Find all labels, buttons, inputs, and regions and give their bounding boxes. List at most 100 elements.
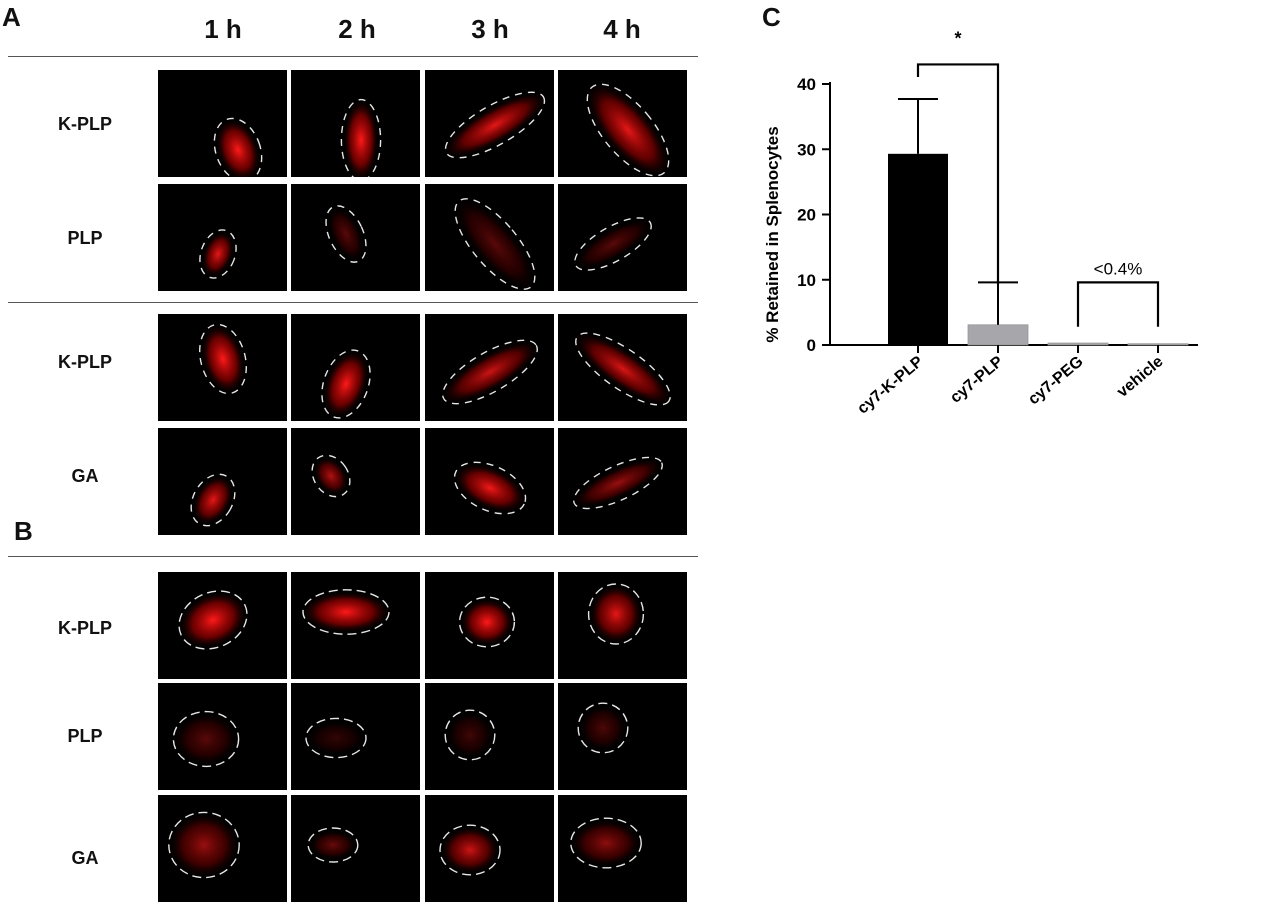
fluorescence-image [301,589,391,635]
region-outline-dashed [168,811,240,879]
fluorescence-image [321,349,371,419]
fluorescence-image [453,461,527,515]
fluorescence-image [213,117,263,177]
fluorescence-image [190,473,236,527]
y-tick-label: 40 [797,75,816,94]
region-outline-dashed [458,596,516,648]
region-outline-dashed [340,98,382,177]
time-label-3h: 3 h [471,14,509,44]
fluorescence-image [178,590,248,650]
fluorescence-image-tile [291,572,420,679]
region-outline-dashed [586,83,670,177]
retention-bar-chart: 0 10 20 30 40 % Retained in Splenocytes cy7-K-… [760,0,1260,560]
fluorescence-image [573,217,653,271]
fluorescence-image-tile [158,683,287,790]
fluorescence-image [172,710,240,768]
fluorescence-image-tile [558,683,687,790]
fluorescence-image-tile [158,184,287,291]
row-label-a1-kplp: K-PLP [58,114,112,134]
y-tick-label: 0 [807,336,816,355]
fluorescence-image-tile [291,428,420,535]
row-label-b-plp: PLP [67,726,103,746]
region-outline-dashed [575,332,671,406]
row-label-a2-kplp: K-PLP [58,352,112,372]
fluorescence-image [439,824,501,876]
bar-vehicle [1127,343,1189,346]
bar-cy7-plp [967,324,1029,346]
fluorescence-image-tile [558,572,687,679]
fluorescence-image [444,709,496,761]
fluorescence-image [439,339,541,405]
fluorescence-image-tile [425,572,554,679]
fluorescence-image-tile [425,795,554,902]
percent-bracket-label: <0.4% [1094,259,1143,278]
fluorescence-image-tile [291,314,420,421]
fluorescence-image [442,91,548,159]
x-tick-label: cy7-K-PLP [854,353,926,418]
fluorescence-image-tile [158,428,287,535]
fluorescence-image [199,229,237,279]
fluorescence-image-tile [158,795,287,902]
divider-bottom [8,556,698,557]
fluorescence-image-tile [425,184,554,291]
fluorescence-image [340,98,382,177]
region-outline-dashed [199,323,247,395]
significance-bracket [916,63,1000,285]
x-tick-label: cy7-PEG [1025,353,1086,408]
fluorescence-image-tile [558,184,687,291]
region-outline-dashed [311,454,351,498]
fluorescence-image [307,827,359,863]
row-label-a1-plp: PLP [67,228,103,248]
region-outline-dashed [321,349,371,419]
row-label-b-ga: GA [71,848,99,868]
time-label-2h: 2 h [338,14,376,44]
fluorescence-image-tile [558,314,687,421]
fluorescence-image [453,196,537,291]
fluorescence-image-tile [291,683,420,790]
fluorescence-image [570,817,642,869]
fluorescence-image-tile [158,70,287,177]
fluorescence-image [458,596,516,648]
region-outline-dashed [307,827,359,863]
fluorescence-image [311,454,351,498]
fluorescence-image-tile [558,428,687,535]
fluorescence-image-tile [291,795,420,902]
region-outline-dashed [305,717,367,759]
fluorescence-image-tile [291,70,420,177]
region-outline-dashed [302,589,390,635]
chart-svg: 0 10 20 30 40 % Retained in Splenocytes cy7-K-… [763,28,1198,418]
region-outline-dashed [439,824,501,876]
significance-star: * [954,28,961,48]
y-axis-label: % Retained in Splenocytes [763,126,782,342]
fluorescence-image [585,81,671,177]
divider-top [8,56,698,57]
region-outline-dashed [577,702,629,754]
time-label-4h: 4 h [603,14,641,44]
region-outline-dashed [178,590,248,650]
region-outline-dashed [444,91,546,159]
fluorescence-image-tile [425,683,554,790]
bar-cy7-k-plp [888,153,948,345]
region-outline-dashed [213,117,263,177]
x-tick-label: vehicle [1114,353,1167,401]
panel-letter-c: C [762,2,781,32]
region-outline-dashed [574,217,652,271]
region-outline-dashed [453,461,527,515]
fluorescence-image-tile [425,70,554,177]
region-outline-dashed [444,709,496,761]
percent-bracket [1076,281,1160,327]
region-outline-dashed [199,229,237,279]
region-outline-dashed [172,710,240,768]
region-outline-dashed [587,583,645,645]
fluorescence-image [571,456,665,510]
y-tick-label: 10 [797,271,816,290]
region-outline-dashed [442,339,538,405]
panel-letter-b: B [14,516,33,546]
y-tick-label: 20 [797,206,816,225]
fluorescence-image-tile [425,314,554,421]
fluorescence-image [587,583,645,645]
region-outline-dashed [190,473,236,527]
time-label-1h: 1 h [204,14,242,44]
fluorescence-image-tile [425,428,554,535]
